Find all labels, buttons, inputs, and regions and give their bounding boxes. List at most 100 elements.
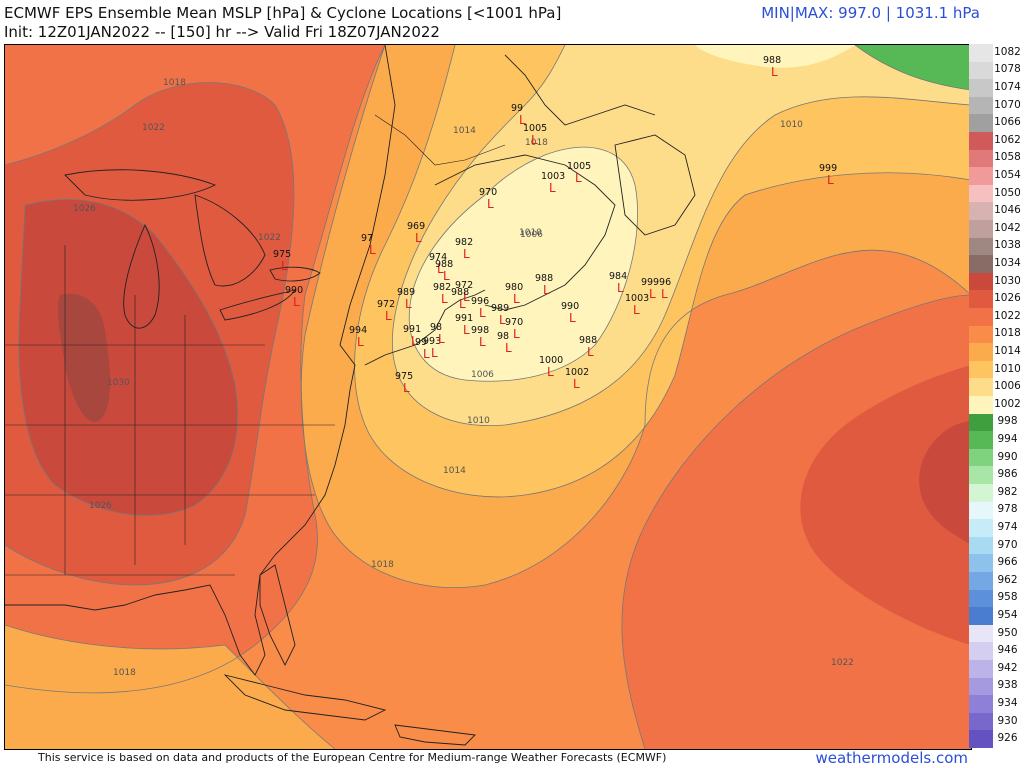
isobar-label: 1022 [142, 123, 165, 133]
colorbar-swatch [969, 642, 993, 661]
isobar-label: 1006 [471, 370, 494, 380]
colorbar-swatch [969, 519, 993, 538]
colorbar-swatch [969, 589, 993, 608]
low-pressure-symbol: L [423, 347, 430, 361]
low-pressure-symbol: L [293, 295, 300, 309]
low-pressure-symbol: L [369, 243, 376, 257]
colorbar-swatch [969, 536, 993, 555]
colorbar-label: 1082 [994, 45, 1021, 58]
cyclone-pressure-label: 97 [361, 233, 373, 244]
colorbar-swatch [969, 325, 993, 344]
colorbar-swatch [969, 360, 993, 379]
lake-ontario [269, 266, 321, 282]
cyclone-pressure-label: 989 [491, 303, 509, 314]
isobars [5, 45, 971, 749]
colorbar-label: 954 [997, 609, 1018, 621]
low-pressure-symbol: L [415, 231, 422, 245]
colorbar-swatch [969, 114, 993, 133]
field-1034-west [57, 293, 110, 422]
low-pressure-symbol: L [281, 259, 288, 273]
isobar-1010-line [354, 45, 971, 498]
isobar-1026-line [5, 82, 295, 586]
colorbar-swatch [969, 132, 993, 151]
low-pressure-symbol: L [575, 171, 582, 185]
isobar-1022-east-line [621, 294, 971, 749]
cyclone-pressure-label: 99 [511, 103, 523, 114]
low-pressure-symbol: L [411, 334, 418, 348]
brand-link[interactable]: weathermodels.com [815, 749, 968, 767]
low-pressure-symbol: L [513, 292, 520, 306]
low-pressure-symbol: L [569, 311, 576, 325]
isobar-label: 1022 [258, 233, 281, 243]
colorbar-label: 970 [997, 538, 1018, 551]
colorbar-swatch [969, 378, 993, 397]
colorbar-label: 982 [997, 485, 1018, 498]
isobar-label: 1010 [467, 416, 490, 426]
isobar-label: 1018 [525, 138, 548, 148]
low-pressure-symbol: L [403, 381, 410, 395]
isobar-998-line [854, 45, 971, 91]
colorbar-swatch [969, 44, 993, 63]
map-canvas: 1018102210261030102610221014101810101006… [5, 45, 971, 749]
cyclone-marker: 98L [430, 322, 445, 346]
lake-michigan [123, 223, 160, 329]
colorbar-label: 926 [997, 732, 1018, 745]
low-pressure-symbol: L [617, 281, 624, 295]
colorbar-swatch [969, 255, 993, 274]
cyclone-pressure-label: 972 [377, 299, 395, 310]
colorbar-label: 978 [997, 503, 1018, 516]
isobar-1006-line [392, 45, 971, 427]
cyclone-pressure-label: 988 [451, 287, 469, 298]
cyclone-pressure-label: 98 [430, 322, 442, 333]
cyclone-pressure-label: 99 [415, 337, 427, 348]
cyclone-pressure-label: 999 [819, 163, 837, 174]
cyclone-pressure-label: 988 [763, 55, 781, 66]
colorbar-label: 1018 [994, 327, 1021, 340]
low-pressure-symbol: L [505, 341, 512, 355]
colorbar-swatch [969, 396, 993, 415]
colorbar-label: 1006 [994, 380, 1021, 393]
colorbar-label: 1030 [994, 274, 1021, 287]
low-pressure-symbol: L [519, 113, 526, 127]
low-pressure-symbol: L [487, 197, 494, 211]
colorbar-label: 1054 [994, 169, 1021, 181]
chart-title: ECMWF EPS Ensemble Mean MSLP [hPa] & Cyc… [4, 4, 562, 22]
pressure-colorbar: 1082 1078 1074 1070 1066 1062 1058 1054 1050 1046… [969, 44, 1024, 749]
colorbar-label: 1046 [994, 204, 1021, 217]
low-pressure-symbol: L [431, 346, 438, 360]
cyclone-locations: 988L99L1005L1005L1003L999L970L969L97L982… [273, 55, 837, 395]
colorbar-swatch [969, 484, 993, 503]
cyclone-pressure-label: 990 [285, 285, 303, 296]
colorbar-label: 1062 [994, 133, 1021, 146]
low-pressure-symbol: L [463, 290, 470, 304]
cyclone-pressure-label: 982 [455, 237, 473, 248]
colorbar-swatch [969, 431, 993, 450]
cyclone-marker: 97L [361, 233, 376, 257]
coastlines [5, 45, 696, 746]
colorbar-label: 1010 [994, 362, 1021, 375]
cyclone-pressure-label: 991 [455, 313, 473, 324]
isobar-1030-line [18, 199, 238, 516]
colorbar-label: 938 [997, 679, 1018, 692]
colorbar-swatch [969, 466, 993, 485]
colorbar-swatch [969, 220, 993, 239]
colorbar-label: 1022 [994, 309, 1021, 322]
colorbar-label: 1042 [994, 221, 1021, 234]
cyclone-pressure-label: 988 [435, 259, 453, 270]
field-1030-west [18, 199, 238, 516]
colorbar-swatch [969, 501, 993, 520]
min-max-readout: MIN|MAX: 997.0 | 1031.1 hPa [761, 4, 980, 22]
